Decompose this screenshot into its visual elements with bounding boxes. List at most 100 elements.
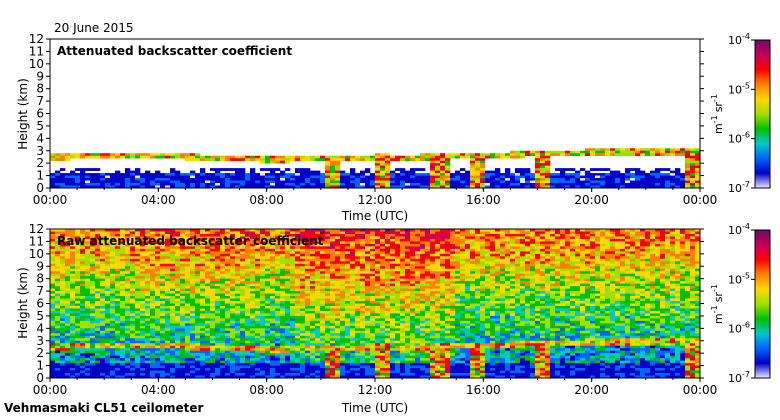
- heatmap-cell: [50, 330, 56, 334]
- heatmap-cell: [255, 323, 261, 327]
- heatmap-cell: [295, 175, 301, 179]
- heatmap-cell: [265, 328, 271, 332]
- heatmap-cell: [170, 293, 176, 297]
- heatmap-cell: [280, 325, 286, 329]
- heatmap-cell: [275, 180, 281, 184]
- heatmap-cell: [170, 281, 176, 284]
- heatmap-cell: [695, 180, 700, 184]
- heatmap-cell: [290, 308, 296, 312]
- heatmap-cell: [165, 180, 171, 184]
- heatmap-cell: [330, 313, 336, 317]
- heatmap-cell: [150, 248, 156, 252]
- heatmap-cell: [170, 350, 176, 354]
- heatmap-cell: [155, 229, 161, 232]
- heatmap-cell: [145, 266, 151, 270]
- heatmap-cell: [110, 338, 116, 342]
- heatmap-cell: [125, 365, 131, 369]
- heatmap-cell: [565, 175, 571, 179]
- heatmap-cell: [380, 170, 386, 174]
- heatmap-cell: [170, 268, 176, 272]
- heatmap-cell: [100, 233, 106, 237]
- y-tick-label: 3: [36, 144, 44, 158]
- heatmap-cell: [205, 291, 211, 294]
- heatmap-cell: [285, 178, 291, 181]
- heatmap-cell: [325, 233, 331, 237]
- heatmap-cell: [275, 303, 281, 307]
- heatmap-cell: [185, 241, 191, 245]
- heatmap-cell: [315, 303, 321, 307]
- heatmap-cell: [160, 318, 166, 322]
- heatmap-cell: [285, 370, 291, 374]
- heatmap-cell: [145, 233, 151, 237]
- heatmap-cell: [245, 241, 251, 245]
- heatmap-cell: [540, 158, 546, 161]
- heatmap-cell: [260, 268, 266, 272]
- heatmap-cell: [540, 153, 546, 157]
- heatmap-cell: [315, 363, 321, 366]
- heatmap-cell: [175, 253, 181, 257]
- heatmap-cell: [115, 353, 121, 356]
- heatmap-cell: [190, 328, 196, 332]
- heatmap-cell: [295, 286, 301, 289]
- heatmap-cell: [535, 168, 541, 171]
- heatmap-cell: [220, 333, 226, 337]
- heatmap-cell: [50, 303, 56, 307]
- heatmap-cell: [255, 273, 261, 277]
- heatmap-cell: [155, 353, 161, 356]
- heatmap-cell: [160, 301, 166, 304]
- heatmap-cell: [195, 370, 201, 374]
- heatmap-cell: [675, 183, 681, 186]
- heatmap-cell: [265, 278, 271, 282]
- heatmap-cell: [540, 163, 546, 166]
- heatmap-cell: [380, 173, 386, 176]
- heatmap-cell: [295, 271, 301, 274]
- heatmap-cell: [260, 353, 266, 356]
- heatmap-cell: [170, 373, 176, 376]
- heatmap-cell: [310, 343, 316, 347]
- heatmap-cell: [130, 243, 136, 247]
- heatmap-cell: [535, 163, 541, 166]
- heatmap-cell: [255, 360, 261, 364]
- heatmap-cell: [315, 293, 321, 297]
- heatmap-cell: [280, 248, 286, 252]
- heatmap-cell: [225, 155, 231, 159]
- heatmap-cell: [115, 276, 121, 279]
- heatmap-cell: [345, 293, 351, 297]
- heatmap-cell: [270, 268, 276, 272]
- heatmap-cell: [200, 170, 206, 174]
- heatmap-cell: [200, 335, 206, 339]
- heatmap-cell: [100, 185, 106, 188]
- heatmap-cell: [95, 313, 101, 317]
- heatmap-cell: [125, 343, 131, 347]
- heatmap-cell: [685, 148, 691, 152]
- heatmap-cell: [60, 253, 66, 257]
- heatmap-cell: [235, 340, 241, 344]
- heatmap-cell: [65, 303, 71, 307]
- heatmap-cell: [165, 296, 171, 299]
- heatmap-cell: [195, 320, 201, 324]
- heatmap-cell: [80, 183, 86, 186]
- heatmap-cell: [100, 246, 106, 250]
- heatmap-cell: [275, 248, 281, 252]
- heatmap-cell: [85, 335, 91, 339]
- heatmap-cell: [340, 301, 346, 304]
- colorbar-unit-sr: sr: [712, 102, 725, 113]
- heatmap-cell: [205, 343, 211, 347]
- heatmap-cell: [185, 251, 191, 255]
- heatmap-cell: [240, 278, 246, 282]
- heatmap-cell: [305, 328, 311, 332]
- heatmap-cell: [275, 158, 281, 161]
- heatmap-cell: [235, 183, 241, 186]
- heatmap-cell: [340, 363, 346, 366]
- heatmap-cell: [85, 296, 91, 299]
- heatmap-cell: [50, 158, 56, 161]
- heatmap-cell: [85, 266, 91, 270]
- heatmap-cell: [85, 363, 91, 366]
- heatmap-cell: [165, 231, 171, 235]
- heatmap-cell: [110, 251, 116, 255]
- heatmap-cell: [105, 183, 111, 186]
- heatmap-cell: [330, 246, 336, 250]
- heatmap-cell: [110, 348, 116, 351]
- heatmap-cell: [130, 276, 136, 279]
- heatmap-cell: [150, 246, 156, 250]
